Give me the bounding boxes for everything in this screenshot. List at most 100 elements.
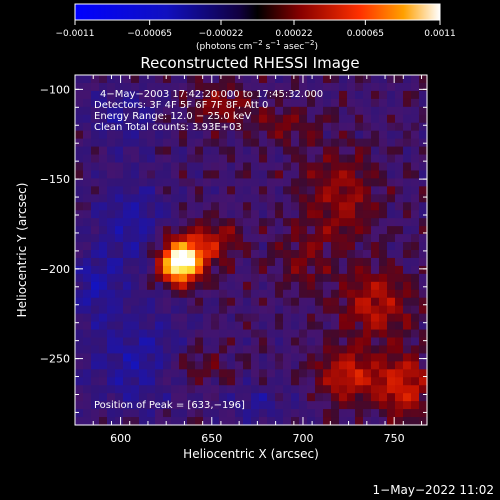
heatmap-cell [115, 361, 124, 370]
heatmap-cell [259, 385, 268, 394]
heatmap-cell [203, 369, 212, 378]
heatmap-cell [195, 90, 204, 100]
heatmap-cell [251, 297, 260, 307]
heatmap-cell [219, 281, 228, 291]
heatmap-cell [203, 289, 212, 299]
heatmap-cell [163, 337, 172, 347]
heatmap-cell [187, 329, 196, 339]
heatmap-cell [363, 194, 372, 203]
heatmap-cell [315, 82, 324, 92]
heatmap-cell [171, 98, 180, 108]
heatmap-cell [83, 385, 92, 394]
heatmap-cell [291, 234, 300, 243]
heatmap-cell [163, 114, 172, 124]
heatmap-cell [91, 242, 100, 251]
heatmap-cell [275, 369, 284, 378]
heatmap-cell [147, 337, 156, 347]
heatmap-cell [147, 257, 156, 267]
heatmap-cell [387, 329, 396, 339]
heatmap-cell [387, 186, 396, 195]
heatmap-cell [107, 130, 116, 140]
heatmap-cell [411, 353, 420, 362]
heatmap-cell [171, 289, 180, 299]
heatmap-cell [283, 289, 292, 299]
heatmap-cell [259, 146, 268, 156]
heatmap-cell [219, 194, 228, 203]
heatmap-cell [267, 273, 276, 283]
heatmap-cell [315, 226, 324, 235]
heatmap-cell [123, 186, 132, 195]
heatmap-cell [283, 281, 292, 291]
heatmap-cell [387, 146, 396, 156]
heatmap-cell [195, 273, 204, 283]
heatmap-cell [323, 146, 332, 156]
heatmap-cell [323, 242, 332, 251]
heatmap-cell [275, 417, 284, 426]
heatmap-cell [115, 154, 124, 164]
heatmap-cell [155, 218, 164, 227]
heatmap-cell [371, 265, 380, 275]
heatmap-cell [227, 385, 236, 394]
heatmap-cell [355, 385, 364, 394]
heatmap-cell [331, 289, 340, 299]
heatmap-cell [331, 130, 340, 140]
heatmap-cell [243, 170, 252, 179]
heatmap-cell [283, 162, 292, 172]
heatmap-cell [115, 313, 124, 323]
heatmap-cell [179, 257, 188, 267]
heatmap-cell [395, 417, 404, 426]
heatmap-cell [203, 82, 212, 92]
heatmap-cell [411, 377, 420, 386]
heatmap-cell [91, 75, 100, 84]
heatmap-cell [267, 393, 276, 402]
heatmap-cell [171, 194, 180, 203]
heatmap-cell [243, 401, 252, 410]
heatmap-cell [91, 393, 100, 402]
heatmap-cell [139, 281, 148, 291]
heatmap-cell [211, 146, 220, 156]
heatmap-cell [139, 250, 148, 259]
heatmap-cell [323, 226, 332, 235]
heatmap-cell [267, 154, 276, 164]
heatmap-cell [179, 130, 188, 140]
heatmap-cell [259, 162, 268, 172]
heatmap-cell [315, 393, 324, 402]
heatmap-cell [275, 289, 284, 299]
heatmap-cell [403, 75, 412, 84]
heatmap-cell [243, 154, 252, 164]
heatmap-cell [299, 321, 308, 331]
heatmap-cell [139, 186, 148, 195]
heatmap-cell [91, 178, 100, 187]
heatmap-cell [155, 305, 164, 315]
heatmap-cell [147, 409, 156, 418]
heatmap-cell [195, 305, 204, 315]
y-tick-label: −200 [40, 263, 70, 276]
heatmap-cell [163, 106, 172, 116]
heatmap-cell [123, 257, 132, 267]
heatmap-cell [291, 329, 300, 339]
heatmap-cell [83, 273, 92, 283]
heatmap-cell [315, 329, 324, 339]
heatmap-cell [419, 385, 428, 394]
heatmap-cell [75, 106, 84, 116]
heatmap-cell [211, 353, 220, 362]
heatmap-cell [307, 313, 316, 323]
heatmap-cell [131, 305, 140, 315]
heatmap-cell [347, 162, 356, 172]
heatmap-cell [171, 329, 180, 339]
heatmap-cell [371, 345, 380, 354]
heatmap-cell [411, 130, 420, 140]
heatmap-cell [323, 162, 332, 172]
heatmap-cell [379, 257, 388, 267]
heatmap-cell [363, 226, 372, 235]
heatmap-cell [355, 297, 364, 307]
colorbar-unit: (photons cm−2 s−1 asec−2) [196, 39, 318, 52]
heatmap-cell [187, 257, 196, 267]
heatmap-cell [363, 170, 372, 179]
heatmap-cell [339, 210, 348, 219]
colorbar-tick-label: 0.00065 [347, 29, 384, 39]
heatmap-cell [219, 98, 228, 108]
heatmap-cell [171, 106, 180, 116]
heatmap-cell [323, 98, 332, 108]
heatmap-cell [395, 313, 404, 323]
